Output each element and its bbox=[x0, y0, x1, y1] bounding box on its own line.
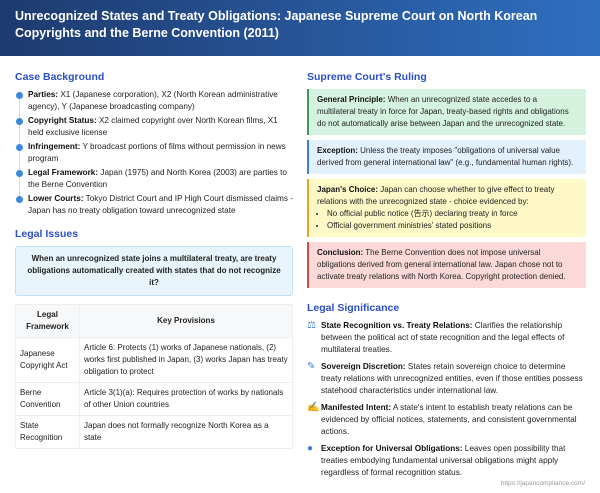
ruling-text: The Berne Convention does not impose uni… bbox=[317, 248, 566, 281]
table-cell: Article 3(1)(a): Requires protection of … bbox=[79, 382, 293, 416]
item-label: Parties: bbox=[28, 90, 59, 99]
significance-list: ⚖ State Recognition vs. Treaty Relations:… bbox=[307, 320, 586, 479]
evidence-list: No official public notice (告示) declaring… bbox=[327, 208, 578, 232]
background-list: Parties: X1 (Japanese corporation), X2 (… bbox=[15, 89, 293, 217]
ruling-label: Japan's Choice: bbox=[317, 185, 379, 194]
item-text: Tokyo District Court and IP High Court d… bbox=[28, 194, 293, 215]
timeline-dot bbox=[16, 118, 23, 125]
ruling-heading: Supreme Court's Ruling bbox=[307, 71, 427, 83]
column-header: Key Provisions bbox=[79, 304, 293, 338]
significance-heading: Legal Significance bbox=[307, 302, 400, 314]
background-item: Legal Framework: Japan (1975) and North … bbox=[15, 167, 293, 191]
ruling-box: Japan's Choice: Japan can choose whether… bbox=[307, 179, 586, 237]
table-cell: Japanese Copyright Act bbox=[15, 337, 80, 383]
significance-text: Clarifies the relationship between the p… bbox=[321, 321, 565, 354]
footer-url: https://japancompliance.com/ bbox=[500, 480, 585, 487]
significance-text: Leaves open possibility that treaties em… bbox=[321, 444, 566, 477]
evidence-item: No official public notice (告示) declaring… bbox=[327, 208, 578, 220]
legal-issues-heading: Legal Issues bbox=[15, 228, 79, 240]
item-label: Legal Framework: bbox=[28, 168, 99, 177]
timeline-dot bbox=[16, 144, 23, 151]
significance-label: Sovereign Discretion: bbox=[321, 362, 406, 371]
ruling-box: Exception: Unless the treaty imposes "ob… bbox=[307, 140, 586, 174]
right-column: Supreme Court's Ruling General Principle… bbox=[307, 70, 586, 484]
table-row: Berne Convention Article 3(1)(a): Require… bbox=[15, 382, 293, 416]
item-label: Lower Courts: bbox=[28, 194, 84, 203]
left-column: Case Background Parties: X1 (Japanese co… bbox=[15, 70, 293, 449]
table-cell: Japan does not formally recognize North … bbox=[79, 415, 293, 449]
page-title: Unrecognized States and Treaty Obligatio… bbox=[0, 0, 600, 56]
ruling-box: General Principle: When an unrecognized … bbox=[307, 89, 586, 135]
table-header-row: Legal Framework Key Provisions bbox=[15, 304, 293, 338]
ruling-label: Conclusion: bbox=[317, 248, 364, 257]
significance-label: Manifested Intent: bbox=[321, 403, 392, 412]
background-item: Parties: X1 (Japanese corporation), X2 (… bbox=[15, 89, 293, 113]
ruling-text: When an unrecognized state accedes to a … bbox=[317, 95, 569, 128]
ruling-text: Japan can choose whether to give effect … bbox=[317, 185, 555, 206]
timeline-dot bbox=[16, 92, 23, 99]
significance-text: A state's intent to establish treaty rel… bbox=[321, 403, 577, 436]
scale-icon: ⚖ bbox=[307, 320, 316, 331]
legal-issue-question: When an unrecognized state joins a multi… bbox=[15, 246, 293, 296]
ruling-text: Unless the treaty imposes "obligations o… bbox=[317, 146, 574, 167]
ruling-label: Exception: bbox=[317, 146, 358, 155]
significance-item: ✎ Sovereign Discretion: States retain sov… bbox=[307, 361, 586, 397]
gavel-icon: ✎ bbox=[307, 361, 316, 372]
timeline-dot bbox=[16, 196, 23, 203]
column-header: Legal Framework bbox=[15, 304, 80, 338]
ruling-boxes: General Principle: When an unrecognized … bbox=[307, 89, 586, 288]
significance-item: ⚖ State Recognition vs. Treaty Relations:… bbox=[307, 320, 586, 356]
significance-label: Exception for Universal Obligations: bbox=[321, 444, 463, 453]
table-row: State Recognition Japan does not formally… bbox=[15, 415, 293, 449]
document-sign-icon: ✍ bbox=[307, 402, 320, 413]
item-text: X1 (Japanese corporation), X2 (North Kor… bbox=[28, 90, 278, 111]
significance-label: State Recognition vs. Treaty Relations: bbox=[321, 321, 473, 330]
significance-item: ● Exception for Universal Obligations: Le… bbox=[307, 443, 586, 479]
ruling-box: Conclusion: The Berne Convention does no… bbox=[307, 242, 586, 288]
table-row: Japanese Copyright Act Article 6: Protect… bbox=[15, 337, 293, 383]
background-item: Copyright Status: X2 claimed copyright o… bbox=[15, 115, 293, 139]
item-text: X2 claimed copyright over North Korean f… bbox=[28, 116, 278, 137]
item-text: Japan (1975) and North Korea (2003) are … bbox=[28, 168, 287, 189]
background-item: Lower Courts: Tokyo District Court and I… bbox=[15, 193, 293, 217]
evidence-item: Official government ministries' stated p… bbox=[327, 220, 578, 232]
item-text: Y broadcast portions of films without pe… bbox=[28, 142, 286, 163]
table-cell: Berne Convention bbox=[15, 382, 80, 416]
table-cell: State Recognition bbox=[15, 415, 80, 449]
significance-item: ✍ Manifested Intent: A state's intent to … bbox=[307, 402, 586, 438]
ruling-label: General Principle: bbox=[317, 95, 386, 104]
legal-framework-table: Legal Framework Key Provisions Japanese C… bbox=[15, 304, 293, 449]
item-label: Infringement: bbox=[28, 142, 81, 151]
globe-icon: ● bbox=[307, 443, 314, 454]
item-label: Copyright Status: bbox=[28, 116, 97, 125]
case-background-heading: Case Background bbox=[15, 71, 105, 83]
background-item: Infringement: Y broadcast portions of fi… bbox=[15, 141, 293, 165]
table-cell: Article 6: Protects (1) works of Japanes… bbox=[79, 337, 293, 383]
significance-text: States retain sovereign choice to determ… bbox=[321, 362, 583, 395]
timeline-dot bbox=[16, 170, 23, 177]
